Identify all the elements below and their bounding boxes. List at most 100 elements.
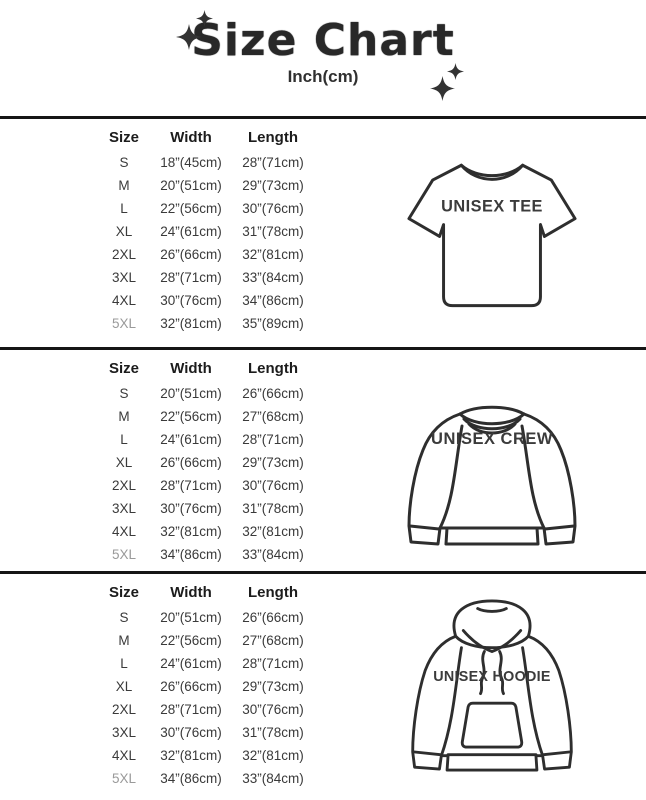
width-cell: 28”(71cm)	[160, 270, 222, 285]
size-row: 2XL 26”(66cm) 32”(81cm)	[98, 243, 314, 266]
size-row: 5XL 34”(86cm) 33”(84cm)	[98, 767, 314, 790]
size-cell: L	[120, 432, 128, 447]
length-cell: 32”(81cm)	[242, 247, 304, 262]
size-row: XL 26”(66cm) 29”(73cm)	[98, 451, 314, 474]
crew-illustration: UNISEX CREW	[407, 405, 577, 546]
width-cell: 24”(61cm)	[160, 224, 222, 239]
size-cell: M	[118, 633, 130, 648]
width-cell: 20”(51cm)	[160, 386, 222, 401]
width-cell: 20”(51cm)	[160, 610, 222, 625]
garment-label: UNISEX TEE	[441, 198, 543, 216]
table-header-row: Size Width Length	[98, 579, 314, 606]
width-cell: 22”(56cm)	[160, 633, 222, 648]
length-cell: 29”(73cm)	[242, 455, 304, 470]
size-row: 2XL 28”(71cm) 30”(76cm)	[98, 474, 314, 497]
width-cell: 26”(66cm)	[160, 679, 222, 694]
size-row: 4XL 32”(81cm) 32”(81cm)	[98, 520, 314, 543]
column-header: Width	[170, 584, 212, 601]
width-cell: 22”(56cm)	[160, 409, 222, 424]
column-header: Width	[170, 129, 212, 146]
garment-figure: UNISEX CREW	[392, 380, 592, 552]
width-cell: 32”(81cm)	[160, 524, 222, 539]
size-cell: 2XL	[111, 247, 137, 262]
width-cell: 26”(66cm)	[160, 455, 222, 470]
size-row: XL 24”(61cm) 31”(78cm)	[98, 220, 314, 243]
size-cell: 3XL	[111, 270, 137, 285]
size-row: M 22”(56cm) 27”(68cm)	[98, 405, 314, 428]
garment-label: UNISEX HOODIE	[433, 669, 551, 685]
column-header: Width	[170, 360, 212, 377]
size-cell: XL	[115, 679, 133, 694]
size-cell: S	[119, 610, 129, 625]
page-title: Size Chart	[191, 15, 455, 66]
size-row: 3XL 28”(71cm) 33”(84cm)	[98, 266, 314, 289]
size-cell: L	[120, 656, 128, 671]
size-cell: 3XL	[111, 501, 137, 516]
size-row: 4XL 30”(76cm) 34”(86cm)	[98, 289, 314, 312]
length-cell: 26”(66cm)	[242, 386, 304, 401]
width-cell: 34”(86cm)	[160, 771, 222, 786]
length-cell: 34”(86cm)	[242, 293, 304, 308]
size-cell: 5XL	[111, 547, 137, 562]
length-cell: 30”(76cm)	[242, 478, 304, 493]
size-cell: 4XL	[111, 293, 137, 308]
width-cell: 28”(71cm)	[160, 478, 222, 493]
length-cell: 35”(89cm)	[242, 316, 304, 331]
size-cell: 3XL	[111, 725, 137, 740]
length-cell: 32”(81cm)	[242, 524, 304, 539]
width-cell: 30”(76cm)	[160, 725, 222, 740]
length-cell: 28”(71cm)	[242, 432, 304, 447]
size-table: Size Width Length S 18”(45cm) 28”(71cm) M 20”(…	[98, 124, 314, 335]
table-header-row: Size Width Length	[98, 355, 314, 382]
length-cell: 29”(73cm)	[242, 679, 304, 694]
column-header: Length	[248, 360, 298, 377]
size-row: S 20”(51cm) 26”(66cm)	[98, 382, 314, 405]
width-cell: 18”(45cm)	[160, 155, 222, 170]
garment-figure: UNISEX HOODIE	[392, 596, 592, 773]
width-cell: 32”(81cm)	[160, 316, 222, 331]
size-cell: L	[120, 201, 128, 216]
size-row: 3XL 30”(76cm) 31”(78cm)	[98, 497, 314, 520]
header: Size Chart Inch(cm)	[0, 0, 646, 119]
size-cell: 2XL	[111, 702, 137, 717]
width-cell: 34”(86cm)	[160, 547, 222, 562]
size-row: S 18”(45cm) 28”(71cm)	[98, 151, 314, 174]
width-cell: 30”(76cm)	[160, 293, 222, 308]
size-cell: S	[119, 386, 129, 401]
size-cell: 5XL	[111, 771, 137, 786]
size-section-crew: Size Width Length S 20”(51cm) 26”(66cm) M 22”(…	[0, 347, 646, 571]
size-row: 5XL 32”(81cm) 35”(89cm)	[98, 312, 314, 335]
width-cell: 32”(81cm)	[160, 748, 222, 763]
column-header: Size	[108, 360, 139, 377]
garment-label: UNISEX CREW	[431, 430, 553, 448]
size-row: L 24”(61cm) 28”(71cm)	[98, 428, 314, 451]
width-cell: 20”(51cm)	[160, 178, 222, 193]
sparkle-icon	[430, 76, 455, 101]
width-cell: 28”(71cm)	[160, 702, 222, 717]
width-cell: 26”(66cm)	[160, 247, 222, 262]
length-cell: 26”(66cm)	[242, 610, 304, 625]
size-cell: XL	[115, 224, 133, 239]
tee-illustration: UNISEX TEE	[407, 163, 577, 308]
size-cell: 5XL	[111, 316, 137, 331]
size-row: 4XL 32”(81cm) 32”(81cm)	[98, 744, 314, 767]
size-row: XL 26”(66cm) 29”(73cm)	[98, 675, 314, 698]
size-cell: M	[118, 409, 130, 424]
width-cell: 24”(61cm)	[160, 432, 222, 447]
units-subtitle: Inch(cm)	[287, 67, 359, 87]
width-cell: 22”(56cm)	[160, 201, 222, 216]
length-cell: 32”(81cm)	[242, 748, 304, 763]
size-section-tee: Size Width Length S 18”(45cm) 28”(71cm) M 20”(…	[0, 119, 646, 347]
size-cell: 4XL	[111, 748, 137, 763]
sparkle-icon	[176, 24, 202, 50]
size-row: L 22”(56cm) 30”(76cm)	[98, 197, 314, 220]
length-cell: 33”(84cm)	[242, 547, 304, 562]
width-cell: 24”(61cm)	[160, 656, 222, 671]
size-row: S 20”(51cm) 26”(66cm)	[98, 606, 314, 629]
hoodie-illustration: UNISEX HOODIE	[411, 599, 573, 772]
length-cell: 33”(84cm)	[242, 771, 304, 786]
size-row: L 24”(61cm) 28”(71cm)	[98, 652, 314, 675]
length-cell: 27”(68cm)	[242, 633, 304, 648]
length-cell: 29”(73cm)	[242, 178, 304, 193]
